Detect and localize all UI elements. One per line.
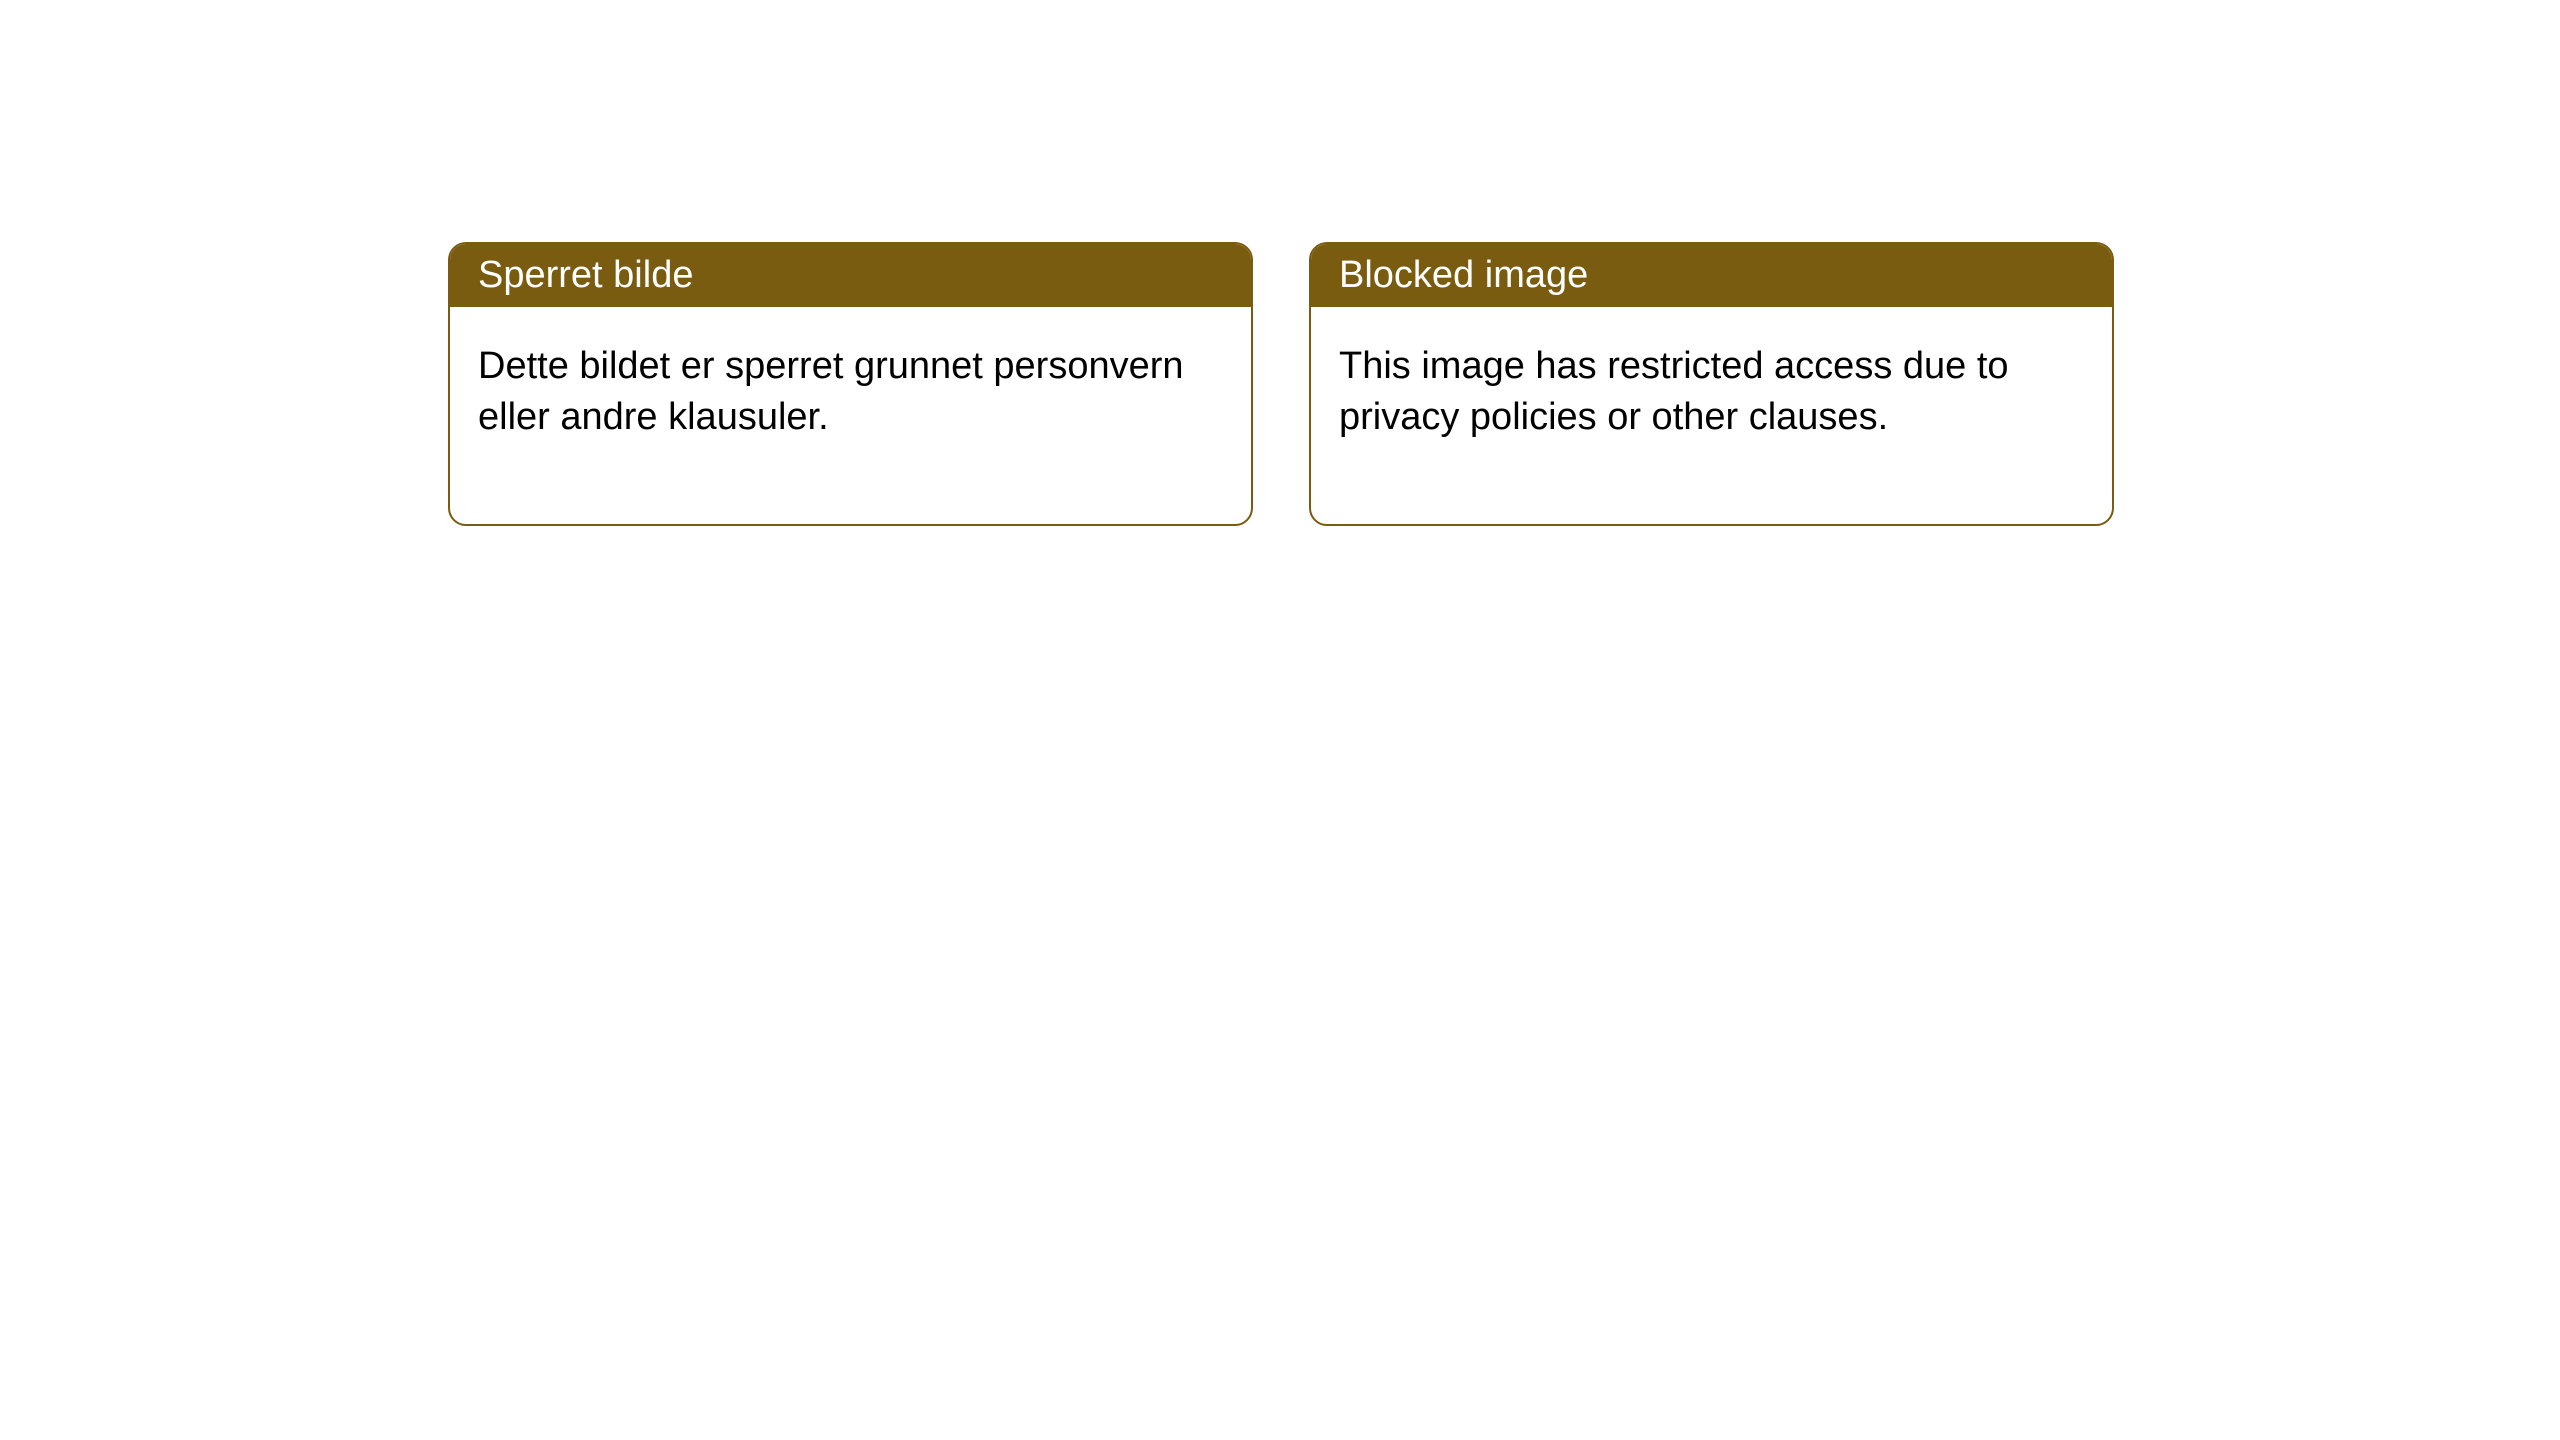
notice-header: Blocked image bbox=[1311, 244, 2112, 307]
notice-title: Blocked image bbox=[1339, 254, 1588, 296]
notice-title: Sperret bilde bbox=[478, 254, 693, 296]
notice-header: Sperret bilde bbox=[450, 244, 1251, 307]
notice-body-text: Dette bildet er sperret grunnet personve… bbox=[478, 345, 1184, 438]
notice-body-text: This image has restricted access due to … bbox=[1339, 345, 2009, 438]
notice-container: Sperret bilde Dette bildet er sperret gr… bbox=[0, 0, 2560, 526]
notice-card-english: Blocked image This image has restricted … bbox=[1309, 242, 2114, 526]
notice-body: Dette bildet er sperret grunnet personve… bbox=[450, 307, 1251, 524]
notice-body: This image has restricted access due to … bbox=[1311, 307, 2112, 524]
notice-card-norwegian: Sperret bilde Dette bildet er sperret gr… bbox=[448, 242, 1253, 526]
